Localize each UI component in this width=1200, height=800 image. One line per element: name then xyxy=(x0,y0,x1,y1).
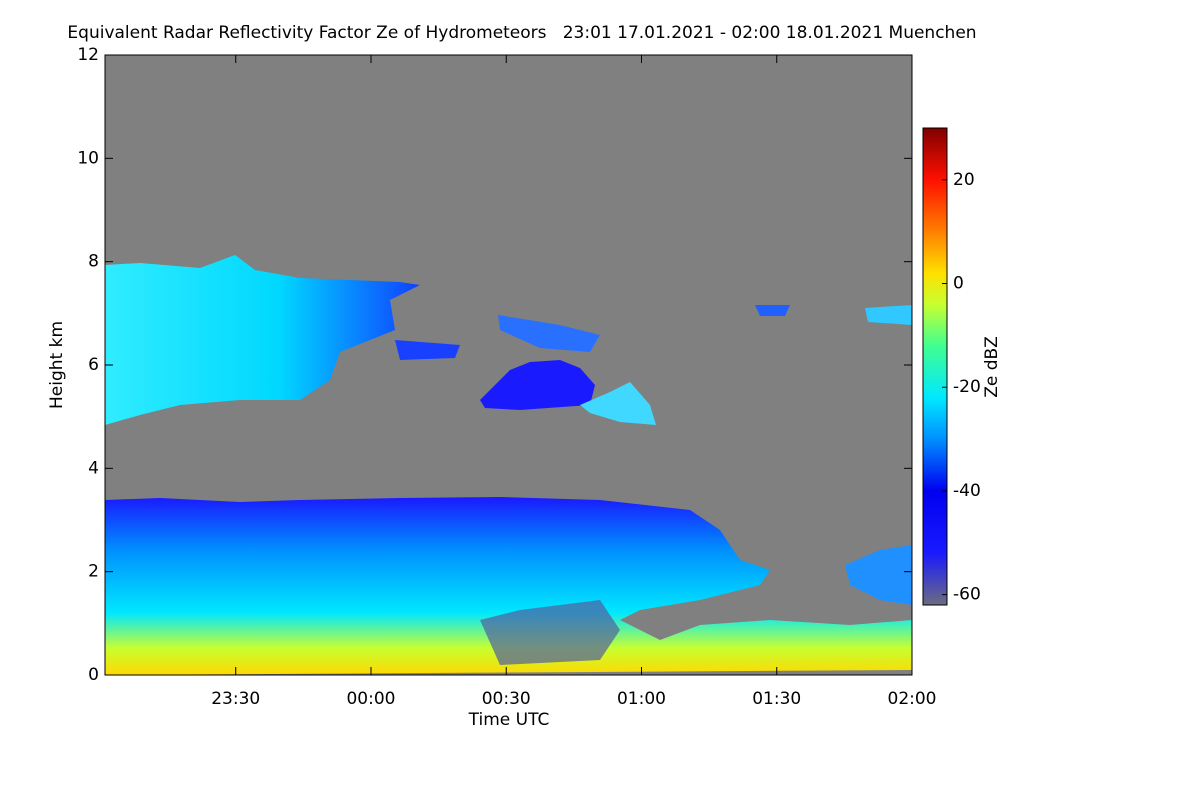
cloud-fragment xyxy=(755,305,790,316)
colorbar-tick-label: -20 xyxy=(953,377,981,397)
cloud-fragment xyxy=(480,600,620,665)
y-tick-label: 0 xyxy=(88,665,99,685)
colorbar-tick-label: -60 xyxy=(953,585,981,605)
y-tick-label: 10 xyxy=(77,148,99,168)
cloud-fragment xyxy=(395,340,460,360)
cloud-fragment xyxy=(845,545,912,605)
chart-title: Equivalent Radar Reflectivity Factor Ze … xyxy=(67,23,976,43)
y-axis-label: Height km xyxy=(47,321,67,409)
y-tick-label: 2 xyxy=(88,562,99,582)
colorbar-label: Ze dBZ xyxy=(982,336,1002,398)
colorbar xyxy=(922,127,948,606)
cloud-upper xyxy=(105,255,420,425)
x-tick-label: 02:00 xyxy=(888,689,937,709)
y-tick-label: 4 xyxy=(88,458,99,478)
x-tick-label: 00:00 xyxy=(346,689,395,709)
x-tick-label: 00:30 xyxy=(482,689,531,709)
x-tick-label: 01:30 xyxy=(752,689,801,709)
colorbar-tick-label: 20 xyxy=(953,170,975,190)
colorbar-tick-label: -40 xyxy=(953,481,981,501)
cloud-fragment xyxy=(498,315,600,352)
cloud-lower xyxy=(105,497,912,675)
colorbar-tick-label: 0 xyxy=(953,274,964,294)
cloud-fragment xyxy=(480,360,595,410)
x-tick-label: 01:00 xyxy=(617,689,666,709)
cloud-fragment xyxy=(865,305,912,325)
y-tick-label: 12 xyxy=(77,45,99,65)
y-tick-label: 6 xyxy=(88,355,99,375)
y-tick-label: 8 xyxy=(88,252,99,272)
cloud-fragment xyxy=(580,382,656,425)
x-axis-label: Time UTC xyxy=(468,710,550,730)
reflectivity-field xyxy=(105,255,912,675)
x-tick-label: 23:30 xyxy=(211,689,260,709)
